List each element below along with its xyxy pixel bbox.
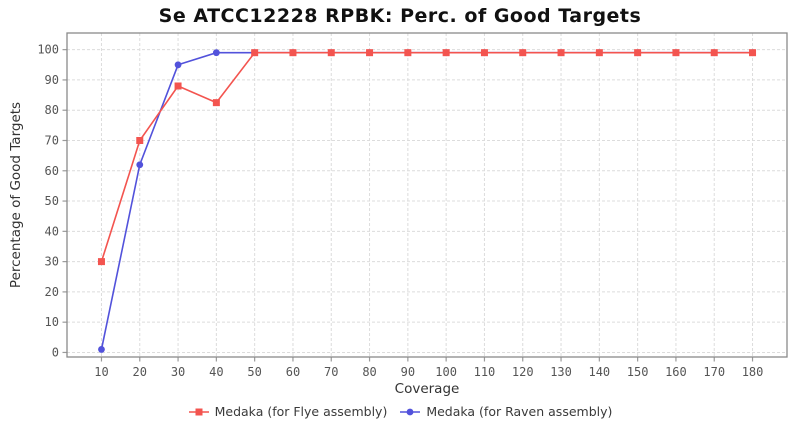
svg-text:150: 150: [627, 365, 649, 379]
svg-text:20: 20: [133, 365, 147, 379]
svg-text:20: 20: [45, 285, 59, 299]
svg-text:160: 160: [665, 365, 687, 379]
series-markers-medaka-for-flye-assembly-: [97, 49, 757, 266]
svg-text:10: 10: [45, 315, 59, 329]
svg-text:80: 80: [45, 103, 59, 117]
svg-text:40: 40: [209, 365, 223, 379]
flye-series-marker-icon: [188, 408, 209, 416]
svg-text:90: 90: [45, 73, 59, 87]
svg-text:30: 30: [171, 365, 185, 379]
svg-text:180: 180: [742, 365, 764, 379]
svg-text:140: 140: [588, 365, 610, 379]
y-tick-labels: 0 10 20 30 40 50 60 70 80 90 100: [37, 43, 59, 360]
raven-series-marker-icon: [400, 408, 421, 416]
chart-title: Se ATCC12228 RPBK: Perc. of Good Targets: [158, 5, 642, 27]
x-tick-labels: 10 20 30 40 50 60 70 80 90 100 110 120 130 140 150 160 1…: [94, 365, 763, 379]
svg-text:70: 70: [324, 365, 338, 379]
svg-text:100: 100: [435, 365, 457, 379]
svg-text:170: 170: [703, 365, 725, 379]
plot-border: [66, 32, 788, 358]
svg-text:110: 110: [474, 365, 496, 379]
axis-ticks: [62, 49, 754, 362]
svg-text:90: 90: [401, 365, 415, 379]
legend: Medaka (for Flye assembly) Medaka (for R…: [0, 404, 800, 420]
legend-item-flye: Medaka (for Flye assembly): [188, 404, 388, 420]
series-medaka-for-flye-assembly-: [97, 49, 757, 266]
grid-lines: [67, 33, 787, 357]
svg-text:80: 80: [362, 365, 376, 379]
svg-text:30: 30: [45, 255, 59, 269]
svg-text:60: 60: [286, 365, 300, 379]
svg-text:60: 60: [45, 164, 59, 178]
series-line-medaka-for-flye-assembly-: [100, 51, 753, 262]
svg-text:120: 120: [512, 365, 534, 379]
x-axis-title: Coverage: [394, 381, 460, 397]
legend-label-flye: Medaka (for Flye assembly): [214, 404, 388, 419]
legend-label-raven: Medaka (for Raven assembly): [426, 404, 613, 419]
legend-item-raven: Medaka (for Raven assembly): [399, 404, 612, 420]
svg-text:100: 100: [37, 43, 59, 57]
svg-text:40: 40: [45, 224, 59, 238]
svg-text:0: 0: [52, 345, 59, 359]
svg-text:50: 50: [247, 365, 261, 379]
svg-text:130: 130: [550, 365, 572, 379]
svg-text:50: 50: [45, 194, 59, 208]
svg-text:10: 10: [94, 365, 108, 379]
svg-text:70: 70: [45, 133, 59, 147]
